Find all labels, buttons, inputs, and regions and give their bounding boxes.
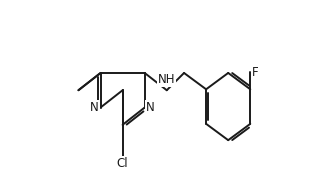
Text: Cl: Cl bbox=[117, 157, 128, 170]
Text: N: N bbox=[146, 101, 155, 114]
Text: N: N bbox=[90, 101, 99, 114]
Text: F: F bbox=[252, 65, 259, 79]
Text: NH: NH bbox=[158, 73, 175, 86]
